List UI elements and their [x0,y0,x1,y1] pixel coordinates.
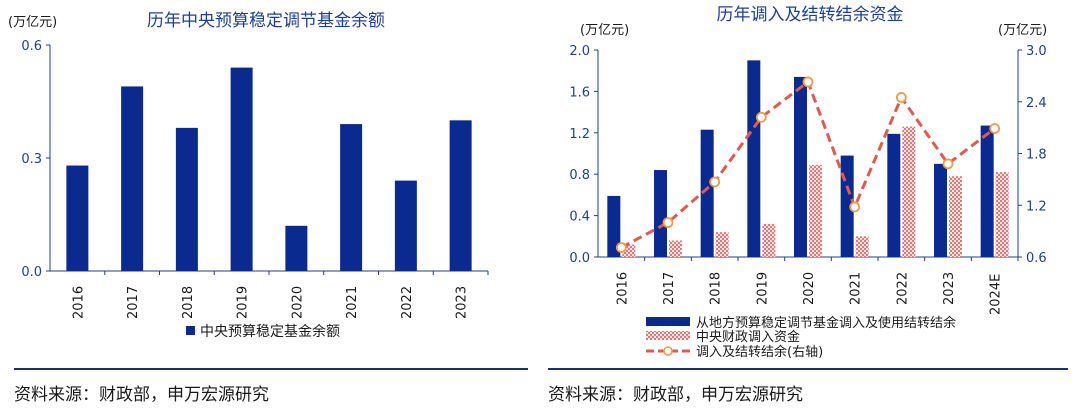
right-line-point [755,111,767,123]
right-bar-local-fund [747,60,761,257]
left-bar [394,180,417,271]
right-line-point [989,123,1001,134]
left-source-text: 资料来源：财政部，申万宏源研究 [14,385,269,405]
right-left-unit-label: (万亿元) [580,23,629,38]
left-legend-swatch [186,326,195,335]
right-left-tick-label: 2.0 [569,44,590,59]
left-bar [230,67,253,271]
right-bar-local-fund [654,170,667,257]
right-right-tick-label: 3.0 [1026,44,1047,59]
right-bar-local-fund [607,195,621,257]
left-x-tick-label: 2020 [290,286,305,319]
right-bar-central-transfer [715,232,729,257]
right-line-point [709,176,721,188]
left-bar [66,165,89,271]
right-x-tick-label: 2023 [942,272,957,305]
left-bar [449,120,472,271]
right-bar-central-transfer [855,236,869,257]
right-bar-local-fund [887,133,901,257]
right-bar-local-fund [700,129,714,257]
right-line-point [942,158,954,170]
right-x-tick-label: 2024E [989,274,1004,315]
left-unit-label: (万亿元) [8,15,57,30]
right-chart: 历年调入及结转结余资金 (万亿元) (万亿元) 0.0 0.4 0.8 1.2 1.6 2.0 0… [569,5,1047,360]
right-right-tick-label: 2.4 [1026,96,1047,111]
right-line-point [895,92,907,103]
right-x-tick-label: 2017 [662,272,677,305]
left-x-tick-label: 2016 [71,286,86,319]
right-bar-local-fund [980,125,994,258]
right-legend-label-local-fund: 从地方预算稳定调节基金调入及使用结转结余 [696,315,956,331]
left-bar [175,127,198,271]
left-x-tick-label: 2022 [400,286,415,319]
right-chart-title: 历年调入及结转结余资金 [717,5,904,25]
right-right-tick-label: 1.8 [1026,148,1047,163]
right-line-point [802,76,814,88]
right-right-tick-label: 1.2 [1026,199,1047,214]
right-x-tick-label: 2019 [755,272,770,305]
right-left-tick-label: 1.2 [569,127,590,142]
right-bar-central-transfer [902,126,916,257]
right-legend-swatch-central-transfer [646,331,690,340]
right-bar-central-transfer [995,172,1009,257]
right-left-tick-label: 0.4 [569,210,590,225]
left-chart: 历年中央预算稳定调节基金余额 (万亿元) 0.0 0.3 0.6 2016 2017 2018… [8,11,489,340]
left-source-rule [14,368,528,370]
right-line-point [615,242,627,253]
right-legend-swatch-local-fund [646,317,690,326]
right-left-tick-label: 0.8 [569,168,590,183]
right-left-tick-label: 0.0 [569,251,590,266]
left-bar [340,124,363,271]
right-chart-panel: 历年调入及结转结余资金 (万亿元) (万亿元) 0.0 0.4 0.8 1.2 1.6 2.0 0… [540,0,1080,413]
left-bar [121,86,144,271]
right-bar-central-transfer [762,223,776,257]
left-y-tick-label: 0.6 [21,39,42,54]
left-chart-panel: 历年中央预算稳定调节基金余额 (万亿元) 0.0 0.3 0.6 2016 2017 2018… [0,0,530,413]
left-bar [285,225,308,271]
left-x-tick-label: 2021 [345,286,360,319]
right-bar-central-transfer [809,164,822,257]
right-right-tick-label: 0.6 [1026,251,1047,266]
left-legend-label: 中央预算稳定基金余额 [200,323,340,340]
left-y-tick-label: 0.0 [21,265,42,280]
right-bar-central-transfer [949,176,962,257]
right-line-point [662,217,674,228]
right-source-text: 资料来源：财政部，申万宏源研究 [548,385,803,405]
left-chart-title: 历年中央预算稳定调节基金余额 [147,11,385,31]
right-right-unit-label: (万亿元) [998,23,1047,38]
right-left-tick-label: 1.6 [569,85,590,100]
right-legend-label-central-transfer: 中央财政调入资金 [696,329,800,345]
right-bar-central-transfer [669,240,682,257]
right-bar-local-fund [934,163,947,257]
right-legend-marker [663,346,673,356]
right-legend-label-line: 调入及结转结余(右轴) [696,344,823,360]
right-bar-local-fund [794,76,807,257]
left-x-tick-label: 2019 [236,286,251,319]
left-x-tick-label: 2023 [455,286,470,319]
right-line-point [849,201,861,213]
left-y-tick-label: 0.3 [21,152,42,167]
right-x-tick-label: 2016 [615,272,630,305]
left-x-tick-label: 2017 [126,286,141,319]
right-x-tick-label: 2021 [849,272,864,305]
right-x-tick-label: 2022 [895,272,910,305]
right-x-tick-label: 2018 [709,272,724,305]
right-x-tick-label: 2020 [802,272,817,305]
right-source-rule [548,368,1068,370]
left-x-tick-label: 2018 [181,286,196,319]
